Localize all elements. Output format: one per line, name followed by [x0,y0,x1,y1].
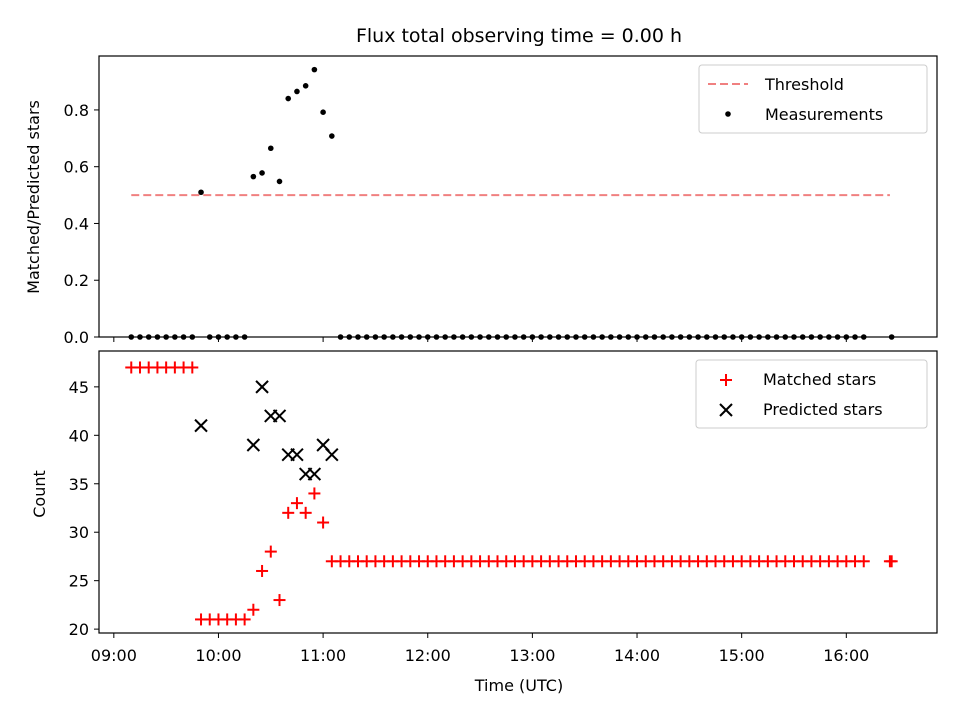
top-legend-frame [698,64,928,134]
bottom-y-tick-label: 20 [69,620,89,639]
matched-point [885,555,898,568]
x-tick-label: 16:00 [823,646,869,665]
matched-point [282,506,295,519]
bottom-plot-marks [125,361,898,626]
bottom-y-tick-label: 30 [69,523,89,542]
legend-predicted-label: Predicted stars [763,400,883,419]
top-y-tick-label: 0.8 [64,101,89,120]
measurement-point [294,88,300,95]
measurement-point [302,83,309,89]
measurement-point [259,170,265,176]
matched-point [299,506,312,519]
predicted-point [255,380,269,394]
matched-point [247,603,260,616]
legend-measurements-label: Measurements [765,105,883,124]
legend-measurements-swatch [725,111,731,117]
legend-predicted-swatch [719,403,733,417]
top-y-tick-label: 0.6 [64,158,89,177]
matched-point [256,564,269,577]
top-y-tick-label: 0.0 [64,328,89,347]
legend-matched-label: Matched stars [763,370,876,389]
measurement-point [250,173,257,180]
predicted-point [272,409,287,423]
matched-point [273,594,286,607]
top-y-axis-label: Matched/Predicted stars [24,100,43,294]
measurement-point [198,189,204,196]
matched-point [186,361,199,374]
matched-point [317,516,330,529]
measurement-point [285,95,292,102]
measurement-point [329,133,335,139]
matched-point [264,545,277,558]
legend-threshold-label: Threshold [764,75,844,94]
bottom-y-tick-label: 40 [69,426,89,445]
x-axis-label: Time (UTC) [474,676,563,695]
matched-point [857,555,870,568]
bottom-y-tick-label: 35 [69,475,89,494]
matched-point [238,613,251,626]
x-tick-label: 11:00 [300,646,346,665]
top-y-ticks: 0.0 0.2 0.4 0.6 0.8 [64,101,99,347]
top-y-tick-label: 0.2 [64,271,89,290]
measurement-point [311,66,318,73]
bottom-y-tick-label: 25 [69,572,89,591]
predicted-point [307,467,322,481]
bottom-axes: 20 25 30 35 40 45 09:00 10:00 11:00 12:00 13:00 14… [30,350,938,695]
x-tick-label: 12:00 [405,646,451,665]
top-y-tick-label: 0.4 [64,214,89,233]
predicted-point [325,447,339,462]
top-legend: Threshold Measurements [698,64,928,134]
bottom-x-ticks: 09:00 10:00 11:00 12:00 13:00 14:00 15:00 16:00 [91,633,869,665]
predicted-point [194,418,208,433]
bottom-legend: Matched stars Predicted stars [695,359,928,429]
bottom-legend-frame [695,359,928,429]
top-axes-frame [98,55,938,338]
bottom-y-ticks: 20 25 30 35 40 45 [69,378,99,639]
measurement-point [276,178,283,185]
matched-point [308,487,321,500]
top-axes: 0.00.20.40.60.8 Matched/Predicted stars … [24,55,938,347]
bottom-y-tick-label: 45 [69,378,89,397]
measurement-point [267,145,274,152]
predicted-point [246,438,261,452]
measurement-point [320,109,326,115]
x-tick-label: 13:00 [509,646,555,665]
bottom-y-axis-label: Count [30,470,49,518]
x-tick-label: 10:00 [195,646,241,665]
matched-point [290,497,303,510]
x-tick-label: 09:00 [91,646,137,665]
figure-title: Flux total observing time = 0.00 h [356,25,682,47]
x-tick-label: 14:00 [614,646,660,665]
bottom-axes-frame [98,350,938,634]
legend-matched-swatch [720,374,732,386]
x-tick-label: 15:00 [719,646,765,665]
predicted-point [290,447,304,462]
